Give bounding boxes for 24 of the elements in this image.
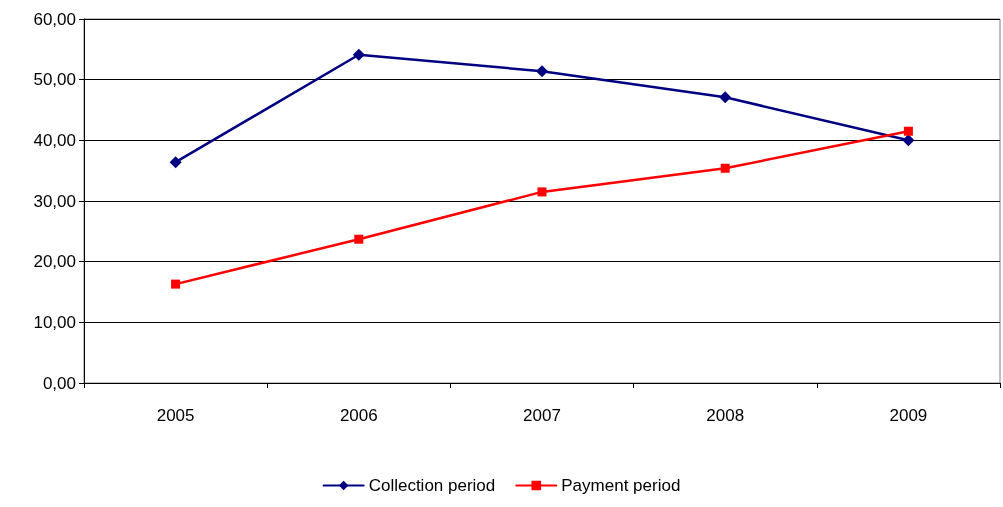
y-tick-label: 20,00: [33, 252, 76, 272]
point: [719, 91, 732, 104]
legend-label: Payment period: [561, 476, 681, 495]
x-tick-label: 2009: [889, 406, 928, 425]
y-tick-label: 0,00: [42, 373, 76, 393]
x-tick-label: 2006: [339, 406, 378, 425]
point: [171, 279, 181, 289]
point: [537, 187, 547, 197]
x-tick-label: 2007: [523, 406, 561, 425]
y-tick-label: 60,00: [33, 9, 76, 29]
point: [720, 163, 730, 173]
point: [352, 48, 365, 61]
legend-label: Collection period: [368, 476, 496, 495]
point: [169, 156, 182, 169]
y-tick-label: 40,00: [33, 130, 76, 150]
y-tick-label: 10,00: [33, 312, 76, 332]
point: [903, 126, 913, 136]
point: [354, 234, 364, 244]
point: [902, 134, 915, 147]
x-tick-label: 2005: [156, 406, 195, 425]
point: [536, 65, 548, 78]
y-tick-label: 30,00: [33, 191, 76, 211]
y-tick-label: 50,00: [33, 70, 76, 90]
x-tick-label: 2008: [706, 406, 745, 425]
